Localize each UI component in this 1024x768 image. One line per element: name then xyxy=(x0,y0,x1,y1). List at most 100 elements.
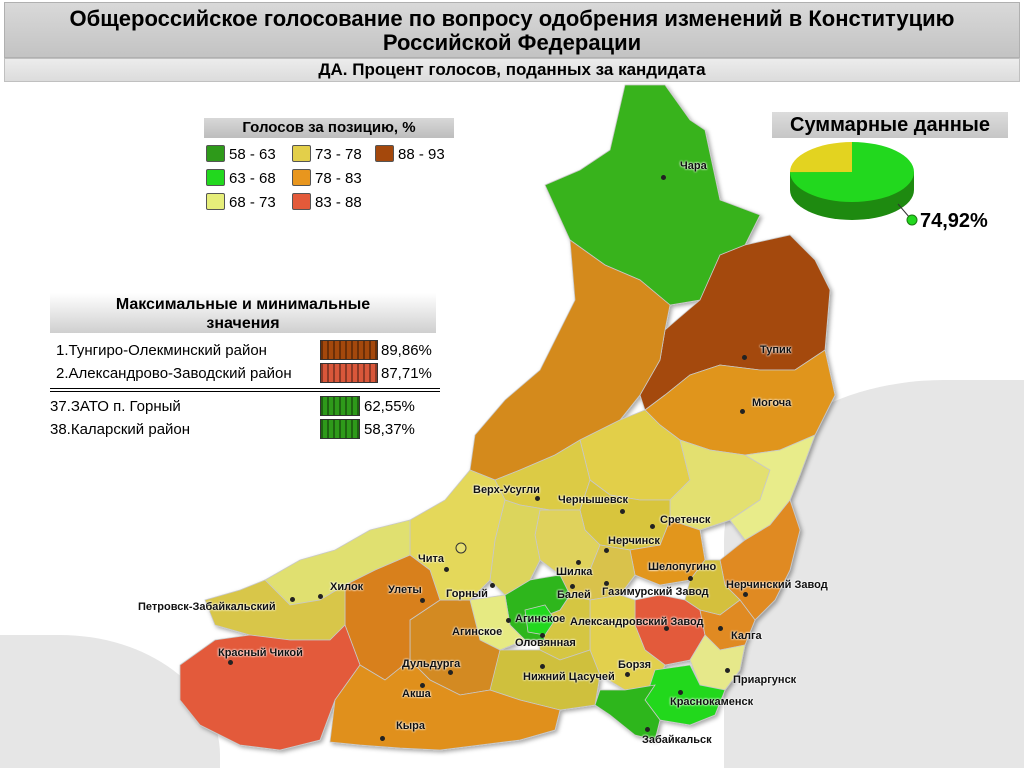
city-label-sretensk: Сретенск xyxy=(660,514,711,526)
city-dot xyxy=(290,597,295,602)
legend-label: 63 - 68 xyxy=(229,170,276,187)
minmax-label: 2.Александрово-Заводский район xyxy=(56,365,292,382)
city-label-borzya: Борзя xyxy=(618,659,652,671)
city-label-gazimursky-zavod: Газимурский Завод xyxy=(602,586,709,598)
legend-title: Голосов за позицию, % xyxy=(204,118,454,138)
city-dot xyxy=(448,670,453,675)
minmax-value: 62,55% xyxy=(364,398,415,415)
pie-leader-dot xyxy=(906,214,918,226)
city-dot xyxy=(540,664,545,669)
legend-swatch xyxy=(206,169,225,186)
city-dot xyxy=(664,626,669,631)
city-label-zabaikalsk: Забайкальск xyxy=(642,734,712,746)
district-zabaikalsky[interactable] xyxy=(594,684,661,741)
city-dot xyxy=(506,618,511,623)
minmax-bar xyxy=(320,363,378,383)
city-label-petrovsk: Петровск-Забайкальский xyxy=(138,601,276,613)
subtitle-bar: ДА. Процент голосов, поданных за кандида… xyxy=(4,58,1020,82)
city-dot xyxy=(645,727,650,732)
legend-label: 83 - 88 xyxy=(315,194,362,211)
minmax-value: 58,37% xyxy=(364,421,415,438)
pie-slice-yes xyxy=(790,142,914,202)
chita-city-marker xyxy=(455,542,467,554)
city-label-chernyshevsk: Чернышевск xyxy=(558,494,629,506)
city-dot xyxy=(420,683,425,688)
city-dot xyxy=(718,626,723,631)
legend-label: 78 - 83 xyxy=(315,170,362,187)
legend-swatch xyxy=(292,169,311,186)
region-map xyxy=(179,84,836,751)
title-line-1: Общероссийское голосование по вопросу од… xyxy=(69,6,955,31)
minmax-bar xyxy=(320,340,378,360)
minmax-title-line-1: Максимальные и минимальные xyxy=(115,296,371,313)
city-label-duldurga: Дульдурга xyxy=(402,658,461,670)
district-akshinsky[interactable] xyxy=(329,659,561,751)
minmax-value: 89,86% xyxy=(381,342,432,359)
city-label-alexandrovsky-zavod: Александровский Завод xyxy=(570,616,704,628)
page-subtitle: ДА. Процент голосов, поданных за кандида… xyxy=(318,60,706,79)
city-dot xyxy=(604,581,609,586)
minmax-title: Максимальные и минимальные значения xyxy=(50,293,436,333)
city-dot xyxy=(725,668,730,673)
minmax-label: 38.Каларский район xyxy=(50,421,191,438)
district-priargunsky[interactable] xyxy=(689,634,746,691)
city-dot xyxy=(742,355,747,360)
legend-item: 68 - 73 xyxy=(206,193,276,212)
title-bar: Общероссийское голосование по вопросу од… xyxy=(4,2,1020,58)
city-label-priargunsk: Приаргунск xyxy=(733,674,797,686)
city-dot xyxy=(490,583,495,588)
city-dot xyxy=(318,594,323,599)
city-dot xyxy=(678,690,683,695)
city-dot xyxy=(620,509,625,514)
summary-pie-chart xyxy=(790,142,918,226)
minmax-value: 87,71% xyxy=(381,365,432,382)
city-label-krasnokamensk: Краснокаменск xyxy=(670,696,754,708)
city-label-mogocha: Могоча xyxy=(752,397,792,409)
city-label-aginskoe: Агинское xyxy=(452,626,503,638)
city-dot xyxy=(688,576,693,581)
city-label-krasny-chikoy: Красный Чикой xyxy=(218,647,303,659)
legend-item: 73 - 78 xyxy=(292,145,362,164)
legend-item: 88 - 93 xyxy=(375,145,445,164)
legend-item: 78 - 83 xyxy=(292,169,362,188)
city-label-olovyannaya: Оловянная xyxy=(515,637,576,649)
city-dot xyxy=(740,409,745,414)
city-dot xyxy=(535,496,540,501)
city-dot xyxy=(420,598,425,603)
city-dot xyxy=(661,175,666,180)
city-dot xyxy=(576,560,581,565)
legend-item: 58 - 63 xyxy=(206,145,276,164)
city-label-aksha: Акша xyxy=(402,688,431,700)
city-dot xyxy=(570,584,575,589)
legend-label: 88 - 93 xyxy=(398,146,445,163)
minmax-label: 1.Тунгиро-Олекминский район xyxy=(56,342,267,359)
district-zato-gorny[interactable] xyxy=(524,604,556,636)
city-label-kalga: Калга xyxy=(731,630,762,642)
city-label-nerchinsky-zavod: Нерчинский Завод xyxy=(726,579,828,591)
minmax-separator xyxy=(50,391,440,392)
city-label-nerchinsk: Нерчинск xyxy=(608,535,660,547)
city-dot xyxy=(625,672,630,677)
city-dot xyxy=(743,592,748,597)
city-dot xyxy=(380,736,385,741)
legend-swatch xyxy=(206,193,225,210)
summary-title: Суммарные данные xyxy=(772,112,1008,138)
city-dot xyxy=(540,633,545,638)
legend-item: 63 - 68 xyxy=(206,169,276,188)
city-label-chara: Чара xyxy=(680,160,707,172)
legend-item: 83 - 88 xyxy=(292,193,362,212)
minmax-bar xyxy=(320,396,360,416)
city-label-tupik: Тупик xyxy=(760,344,792,356)
city-dot xyxy=(228,660,233,665)
city-label-khilok: Хилок xyxy=(330,581,364,593)
title-line-2: Российской Федерации xyxy=(382,30,642,55)
city-dot xyxy=(650,524,655,529)
city-label-aginskoe-n: Агинское xyxy=(515,613,566,625)
legend-label: 73 - 78 xyxy=(315,146,362,163)
district-petrovsk-zabaikalsky[interactable] xyxy=(204,579,346,641)
pie-slice-no xyxy=(790,142,852,173)
city-label-ulety: Улеты xyxy=(388,584,422,596)
city-label-nizhny-tsasuchey: Нижний Цасучей xyxy=(523,671,615,683)
city-label-gorny: Горный xyxy=(446,588,488,600)
city-label-verkh-usugli: Верх-Усугли xyxy=(473,484,540,496)
